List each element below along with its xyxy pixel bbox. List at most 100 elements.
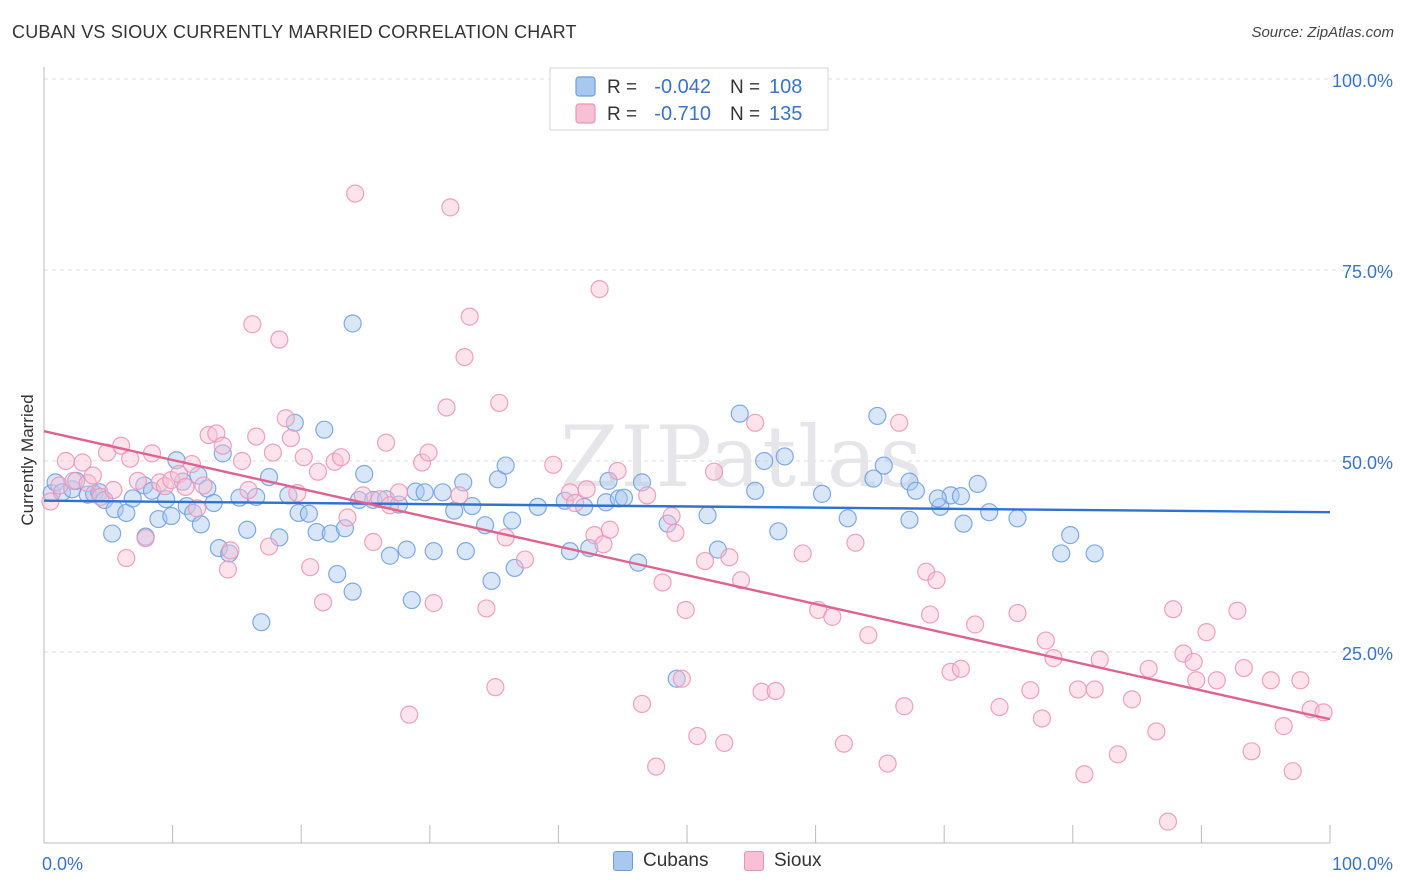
point-sioux-103 (920, 605, 940, 624)
point-sioux-107 (965, 615, 985, 634)
point-cubans-92 (868, 406, 887, 426)
point-cubans-35 (270, 528, 289, 547)
stats-n-label-0: N = (730, 77, 760, 98)
point-cubans-69 (528, 497, 547, 516)
stats-n-value-1: 135 (769, 103, 802, 125)
grid-lines (44, 78, 1394, 653)
point-sioux-14 (136, 529, 155, 548)
point-cubans-54 (402, 590, 421, 610)
point-sioux-129 (1228, 601, 1247, 620)
point-cubans-62 (463, 496, 482, 516)
point-sioux-104 (927, 571, 946, 590)
trend-line-sioux (43, 430, 1331, 721)
y-tick-label-0: 100.0% (1332, 71, 1393, 91)
point-sioux-26 (213, 436, 232, 455)
point-cubans-87 (769, 522, 788, 541)
point-sioux-86 (704, 462, 724, 481)
point-sioux-31 (243, 315, 262, 334)
point-sioux-99 (878, 754, 897, 773)
chart-source: Source: ZipAtlas.com (1251, 24, 1394, 41)
point-sioux-1 (50, 476, 69, 495)
point-cubans-57 (424, 542, 443, 561)
point-cubans-93 (874, 456, 893, 475)
point-cubans-75 (599, 471, 618, 490)
point-sioux-100 (890, 413, 909, 432)
point-sioux-79 (653, 573, 672, 592)
stats-n-value-0: 108 (769, 76, 802, 98)
legend-label-sioux: Sioux (774, 850, 822, 871)
point-sioux-33 (259, 537, 279, 556)
point-sioux-130 (1234, 658, 1253, 678)
point-sioux-40 (301, 558, 320, 577)
point-sioux-55 (419, 443, 438, 462)
point-sioux-28 (221, 541, 240, 560)
point-sioux-35 (270, 330, 289, 349)
stats-legend-box (549, 67, 829, 131)
point-sioux-45 (338, 508, 357, 527)
stats-r-label-1: R = (607, 104, 637, 125)
point-sioux-114 (1068, 680, 1088, 699)
point-sioux-59 (450, 486, 469, 505)
point-cubans-107 (928, 489, 947, 508)
point-sioux-126 (1187, 671, 1206, 690)
point-cubans-48 (355, 464, 374, 484)
point-sioux-118 (1108, 745, 1127, 764)
point-cubans-96 (906, 481, 926, 500)
point-cubans-53 (397, 540, 416, 559)
legend-item-sioux: Sioux (744, 850, 822, 872)
point-sioux-131 (1242, 742, 1261, 761)
point-cubans-58 (433, 483, 452, 502)
y-axis-label: Currently Married (18, 394, 37, 525)
stats-r-value-0: -0.042 (654, 76, 711, 98)
point-cubans-105 (1061, 526, 1080, 545)
point-cubans-99 (951, 487, 971, 506)
point-sioux-30 (239, 480, 258, 500)
point-cubans-33 (252, 613, 271, 632)
point-sioux-98 (859, 626, 878, 645)
point-sioux-63 (486, 678, 505, 697)
point-sioux-122 (1158, 812, 1178, 831)
point-cubans-66 (496, 456, 515, 475)
point-sioux-27 (218, 560, 237, 579)
point-sioux-23 (194, 476, 213, 495)
point-sioux-13 (128, 471, 147, 490)
point-sioux-81 (666, 523, 685, 542)
point-cubans-61 (456, 542, 475, 561)
point-sioux-57 (437, 398, 456, 417)
point-cubans-41 (315, 420, 334, 439)
point-sioux-62 (477, 599, 496, 618)
point-sioux-84 (688, 726, 707, 746)
point-sioux-20 (176, 477, 195, 497)
point-sioux-121 (1147, 722, 1166, 741)
point-sioux-108 (990, 697, 1009, 717)
point-sioux-116 (1085, 680, 1104, 699)
point-sioux-29 (232, 451, 252, 471)
point-sioux-92 (766, 681, 785, 701)
point-sioux-101 (895, 697, 914, 716)
point-sioux-66 (515, 550, 535, 569)
point-cubans-106 (1085, 544, 1104, 563)
point-sioux-46 (346, 184, 365, 203)
point-cubans-100 (954, 514, 973, 533)
point-cubans-45 (343, 582, 362, 601)
point-cubans-72 (575, 497, 594, 516)
point-cubans-44 (335, 519, 355, 538)
point-sioux-95 (823, 607, 842, 626)
point-sioux-91 (752, 682, 771, 701)
point-cubans-39 (299, 504, 319, 523)
point-sioux-115 (1075, 765, 1094, 784)
point-sioux-52 (389, 483, 409, 502)
point-sioux-58 (441, 198, 460, 217)
point-sioux-42 (313, 593, 333, 612)
point-cubans-82 (698, 506, 717, 525)
point-sioux-34 (263, 443, 283, 462)
point-cubans-67 (503, 511, 522, 530)
point-cubans-28 (213, 444, 232, 463)
point-sioux-54 (412, 453, 432, 472)
point-cubans-10 (103, 524, 122, 543)
point-sioux-111 (1032, 709, 1052, 728)
point-sioux-69 (566, 493, 585, 513)
point-sioux-105 (941, 662, 960, 681)
point-cubans-17 (157, 490, 176, 509)
point-cubans-81 (667, 669, 686, 688)
